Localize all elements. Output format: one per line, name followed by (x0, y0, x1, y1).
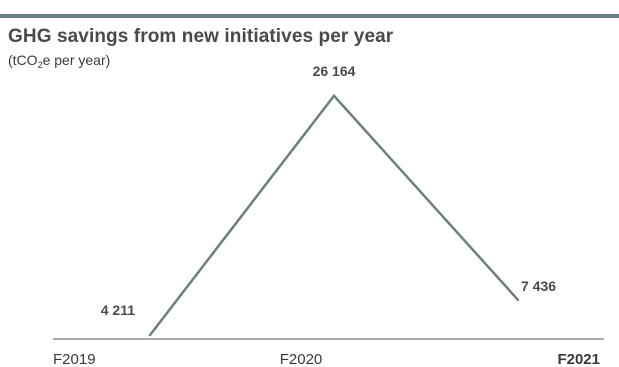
top-rule (0, 14, 619, 18)
series-layer (148, 93, 520, 337)
data-point-f2020 (332, 94, 336, 98)
chart-title: GHG savings from new initiatives per yea… (8, 26, 394, 47)
data-labels: 4 211 26 164 7 436 (101, 63, 557, 318)
chart-subtitle: (tCO2e per year) (8, 52, 110, 70)
data-label-f2020: 26 164 (313, 63, 356, 79)
x-tick-f2020: F2020 (280, 351, 323, 367)
subtitle-post: e per year) (42, 52, 111, 68)
data-point-f2019 (148, 333, 152, 337)
series-line (149, 93, 519, 336)
data-label-f2021: 7 436 (521, 278, 556, 294)
data-point-f2021 (516, 298, 520, 302)
subtitle-pre: (tCO (8, 52, 38, 68)
data-label-f2019: 4 211 (101, 302, 135, 318)
x-tick-f2019: F2019 (53, 351, 96, 367)
x-tick-f2021: F2021 (557, 351, 600, 367)
subtitle-subscript: 2 (37, 60, 43, 70)
x-tick-labels: F2019 F2020 F2021 (53, 351, 600, 367)
